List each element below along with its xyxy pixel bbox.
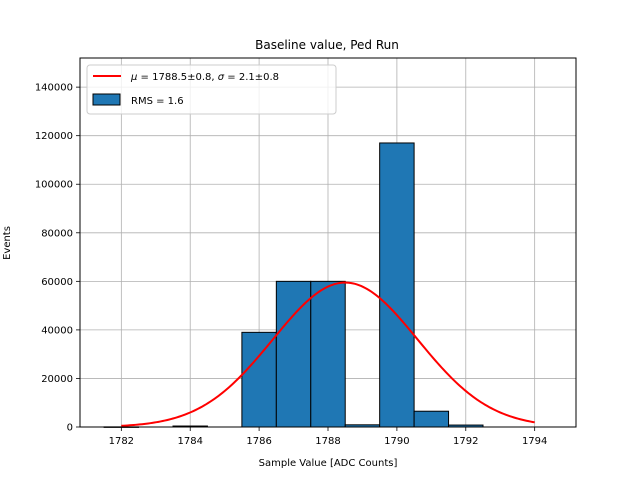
histogram-bar: [413, 410, 450, 428]
chart-title: Baseline value, Ped Run: [255, 38, 399, 52]
x-tick-label: 1782: [109, 436, 134, 447]
x-tick-label: 1786: [246, 436, 271, 447]
y-tick-label: 40000: [41, 325, 73, 336]
y-axis-ticks: 0 20000 40000 60000 80000 100000 120000 140000: [35, 83, 80, 434]
legend: μ = 1788.5±0.8, σ = 2.1±0.8 RMS = 1.6: [86, 64, 337, 115]
y-tick-label: 140000: [35, 83, 73, 94]
legend-mu-value: = 1788.5±0.8,: [137, 72, 217, 83]
x-axis-label: Sample Value [ADC Counts]: [259, 458, 398, 469]
histogram-bar: [241, 331, 277, 428]
legend-sigma-value: = 2.1±0.8: [224, 72, 279, 83]
legend-sigma-symbol: σ: [218, 72, 225, 83]
histogram-bars: [103, 142, 484, 428]
legend-hist-swatch: [92, 93, 121, 106]
y-tick-label: 80000: [41, 228, 73, 239]
x-tick-label: 1790: [384, 436, 409, 447]
legend-fit-label: μ = 1788.5±0.8, σ = 2.1±0.8: [130, 72, 279, 83]
x-tick-label: 1792: [453, 436, 478, 447]
y-tick-label: 100000: [35, 180, 73, 191]
x-tick-label: 1784: [177, 436, 202, 447]
legend-hist-label: RMS = 1.6: [131, 96, 184, 107]
y-tick-label: 0: [67, 423, 73, 434]
x-tick-label: 1788: [315, 436, 340, 447]
legend-box: [86, 64, 337, 115]
y-axis-label: Events: [2, 226, 13, 260]
legend-mu-symbol: μ: [130, 72, 137, 83]
y-tick-label: 60000: [41, 277, 73, 288]
fit-curve-layer: [121, 281, 535, 427]
gaussian-fit-curve: [121, 281, 535, 427]
histogram-bar: [310, 280, 346, 428]
y-tick-label: 20000: [41, 374, 73, 385]
x-tick-label: 1794: [522, 436, 547, 447]
y-tick-label: 120000: [35, 131, 73, 142]
histogram-bar: [379, 142, 415, 428]
x-axis-ticks: 1782 1784 1786 1788 1790 1792 1794: [109, 427, 547, 447]
